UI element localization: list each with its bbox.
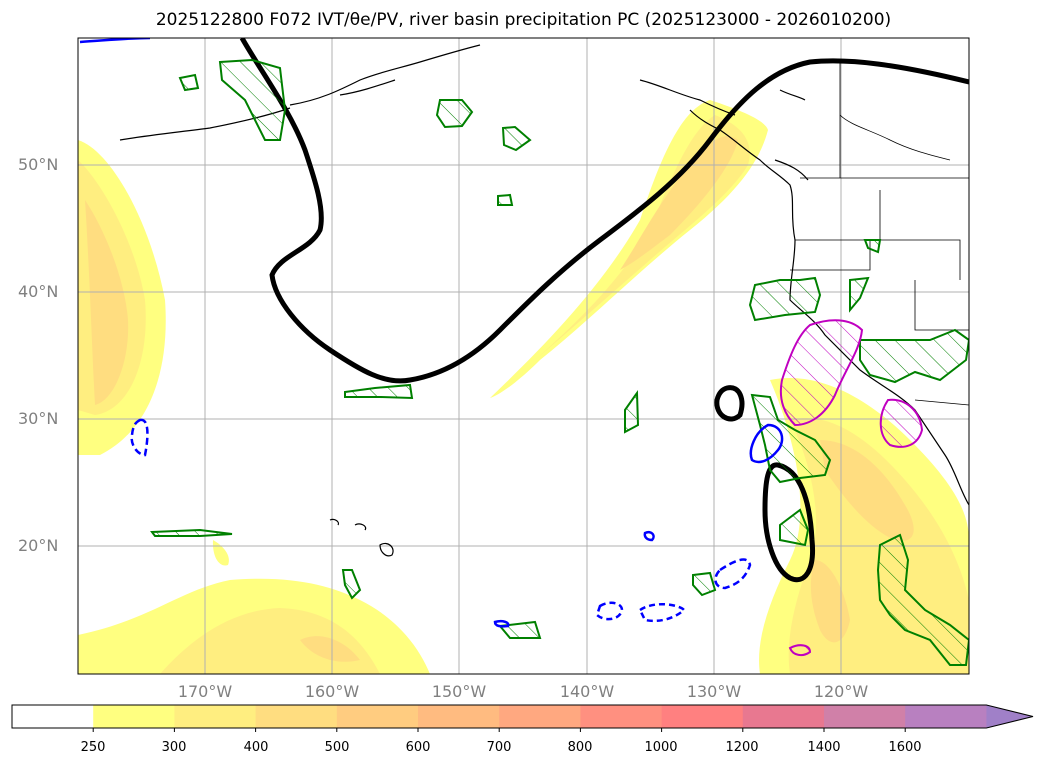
colorbar-segment xyxy=(905,705,987,728)
colorbar-segment xyxy=(418,705,500,728)
lat-label-50n: 50°N xyxy=(18,155,59,174)
colorbar-tick: 400 xyxy=(243,740,269,755)
lon-label-140w: 140°W xyxy=(559,682,615,701)
ivt-fill-atmospheric-river xyxy=(490,100,768,398)
theta-e-contours-magenta xyxy=(779,319,924,657)
colorbar-outline xyxy=(11,704,1034,729)
colorbar-tick: 1600 xyxy=(888,740,922,755)
lon-label-120w: 120°W xyxy=(813,682,869,701)
colorbar-tick: 300 xyxy=(161,740,187,755)
pv-contour-thick xyxy=(239,38,969,583)
lat-label-40n: 40°N xyxy=(18,282,59,301)
lon-label-160w: 160°W xyxy=(304,682,360,701)
colorbar-tick: 700 xyxy=(486,740,512,755)
colorbar-segment xyxy=(661,705,744,728)
colorbar-tick: 1400 xyxy=(807,740,841,755)
colorbar-segment xyxy=(742,705,825,728)
lon-label-130w: 130°W xyxy=(686,682,742,701)
colorbar-tick: 1200 xyxy=(725,740,759,755)
colorbar-tick: 800 xyxy=(567,740,593,755)
ivt-fill-west xyxy=(78,140,166,455)
lon-label-150w: 150°W xyxy=(431,682,487,701)
colorbar-tick: 500 xyxy=(324,740,350,755)
colorbar-segment xyxy=(580,705,663,728)
lat-label-30n: 30°N xyxy=(18,409,59,428)
colorbar-tick: 600 xyxy=(405,740,431,755)
colorbar-segment xyxy=(824,705,906,728)
colorbar-extend-arrow xyxy=(986,705,1033,728)
ivt-fill-southwest xyxy=(78,540,430,674)
colorbar-segment xyxy=(12,705,94,728)
colorbar-tick: 1000 xyxy=(644,740,678,755)
map-title: 2025122800 F072 IVT/θe/PV, river basin p… xyxy=(155,10,892,30)
theta-e-contours-blue xyxy=(79,38,784,628)
colorbar-segment xyxy=(255,705,338,728)
map-frame xyxy=(77,37,970,675)
pv-contours-green xyxy=(150,58,969,666)
colorbar-tick: 250 xyxy=(80,740,106,755)
colorbar-segment xyxy=(499,705,581,728)
colorbar-segment xyxy=(336,705,419,728)
colorbar-segment xyxy=(174,705,257,728)
lon-label-170w: 170°W xyxy=(177,682,233,701)
lat-label-20n: 20°N xyxy=(18,536,59,555)
colorbar-segment xyxy=(93,705,175,728)
colorbar xyxy=(11,704,1034,732)
